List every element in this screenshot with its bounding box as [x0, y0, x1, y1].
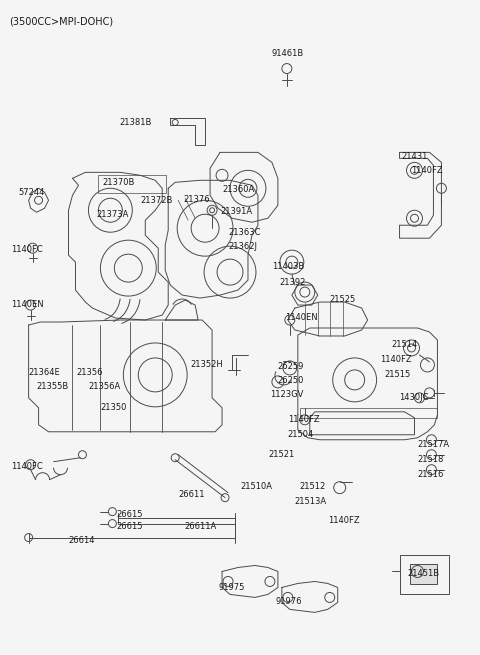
Text: 1140FZ: 1140FZ — [411, 166, 443, 176]
Text: 91975: 91975 — [218, 584, 244, 593]
Text: 1140EN: 1140EN — [285, 313, 317, 322]
Text: 21510A: 21510A — [240, 481, 272, 491]
Text: 1140FZ: 1140FZ — [328, 515, 360, 525]
Text: (3500CC>MPI-DOHC): (3500CC>MPI-DOHC) — [9, 16, 113, 27]
Text: 26614: 26614 — [69, 536, 95, 544]
Bar — [98, 176, 166, 193]
Text: 57244: 57244 — [19, 188, 45, 197]
Text: 21362J: 21362J — [228, 242, 257, 251]
Text: 21512: 21512 — [300, 481, 326, 491]
Text: 21515: 21515 — [384, 370, 411, 379]
Text: 26615: 26615 — [116, 521, 143, 531]
Text: 21356A: 21356A — [88, 382, 120, 391]
Text: 21370B: 21370B — [102, 178, 135, 187]
Text: 21504: 21504 — [288, 430, 314, 439]
Text: 1140FZ: 1140FZ — [288, 415, 320, 424]
Text: 1140EN: 1140EN — [11, 300, 43, 309]
Text: 1140FZ: 1140FZ — [380, 355, 411, 364]
Text: 21517A: 21517A — [418, 440, 450, 449]
Text: 91461B: 91461B — [272, 48, 304, 58]
Bar — [399, 555, 449, 595]
Text: 21355B: 21355B — [36, 382, 69, 391]
Text: 21451B: 21451B — [408, 569, 440, 578]
Text: 21360A: 21360A — [222, 185, 254, 195]
Text: 21372B: 21372B — [140, 196, 173, 205]
Text: 21525: 21525 — [330, 295, 356, 304]
Text: 21513A: 21513A — [295, 496, 327, 506]
Text: 21363C: 21363C — [228, 228, 261, 237]
Text: 21350: 21350 — [100, 403, 127, 412]
Text: 21521: 21521 — [268, 450, 294, 458]
Text: 26611A: 26611A — [184, 521, 216, 531]
Text: 21516: 21516 — [418, 470, 444, 479]
Text: 26250: 26250 — [278, 376, 304, 385]
Text: 91976: 91976 — [276, 597, 302, 607]
Text: 21431: 21431 — [402, 153, 428, 161]
Bar — [300, 408, 437, 418]
Text: 1123GV: 1123GV — [270, 390, 303, 399]
Text: 26611: 26611 — [178, 490, 204, 498]
Text: 1430JC: 1430JC — [399, 393, 429, 402]
Text: 26615: 26615 — [116, 510, 143, 519]
Text: 21376: 21376 — [183, 195, 210, 204]
Text: 21392: 21392 — [280, 278, 306, 287]
Text: 21356: 21356 — [76, 368, 103, 377]
Text: 1140FC: 1140FC — [11, 245, 42, 254]
Text: 1140FC: 1140FC — [11, 462, 42, 471]
Text: 21381B: 21381B — [120, 119, 152, 128]
Text: 21352H: 21352H — [190, 360, 223, 369]
Text: 21391A: 21391A — [220, 207, 252, 216]
Text: 11403B: 11403B — [272, 262, 304, 271]
Bar — [409, 565, 437, 584]
Text: 26259: 26259 — [278, 362, 304, 371]
Text: 21373A: 21373A — [96, 210, 129, 219]
Text: 21364E: 21364E — [29, 368, 60, 377]
Text: 21514: 21514 — [392, 340, 418, 349]
Text: 21518: 21518 — [418, 455, 444, 464]
